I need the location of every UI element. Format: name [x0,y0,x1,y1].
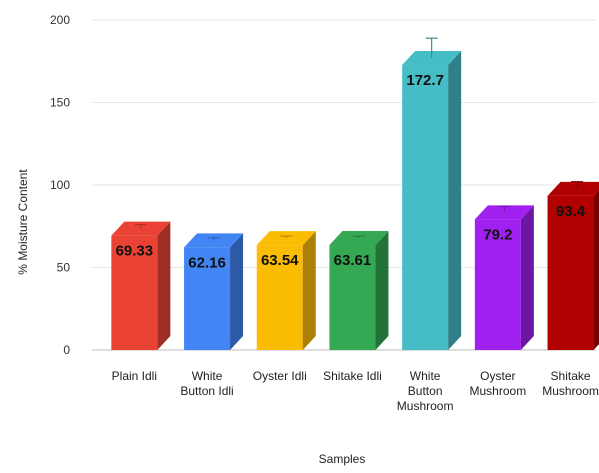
bar [111,221,171,350]
data-labels: 69.33 62.16 63.54 63.61 172.7 79.2 93.4 [116,72,586,271]
bar [256,231,316,350]
bar [184,233,244,350]
x-category-label-line: Shitake Idli [323,369,382,383]
bar-side [520,205,534,350]
bars [111,51,599,351]
data-label: 172.7 [406,72,444,89]
error-bar [207,237,220,241]
error-bar [425,37,438,59]
bar [402,51,462,351]
x-category-label-line: White [192,369,223,383]
y-tick-label: 150 [50,96,70,110]
x-category-label-line: Mushroom [470,384,527,398]
bar-front [547,195,594,350]
bar-side [230,233,244,350]
x-category-label-line: Shitake [551,369,591,383]
x-category-label: Plain Idli [112,369,157,383]
data-label: 63.54 [261,252,299,269]
bar-side [157,221,171,350]
x-category-label: Shitake Mushroom [542,369,599,398]
bar-side [302,231,316,350]
x-category-label-line: Button [408,384,443,398]
bar-front [111,235,158,350]
error-bar [571,181,584,189]
x-category-label-line: Oyster Idli [253,369,307,383]
error-bars [134,37,584,241]
bar [329,231,389,350]
x-axis-title: Samples [319,452,366,466]
error-bar [280,235,293,239]
x-category-label-line: Oyster [480,369,515,383]
bar-side [375,231,389,350]
bar-front [256,245,303,350]
y-tick-labels: 0 50 100 150 200 [50,13,70,357]
x-category-label: White Button Mushroom [397,369,454,413]
x-category-label-line: Plain Idli [112,369,157,383]
x-category-label: Shitake Idli [323,369,382,383]
bar-side [593,190,599,350]
x-category-label-line: Button Idli [180,384,233,398]
x-category-label-line: Mushroom [397,399,454,413]
data-label: 63.61 [334,252,372,269]
bar-side [448,51,462,351]
bar-front [402,65,449,351]
data-label: 93.4 [556,203,586,220]
y-tick-label: 100 [50,178,70,192]
bar [547,181,599,350]
x-category-label: Oyster Mushroom [470,369,527,398]
y-tick-label: 200 [50,13,70,27]
x-category-label-line: White [410,369,441,383]
error-bar [134,224,147,229]
error-bar [352,235,365,239]
data-label: 79.2 [483,226,512,243]
bar-top [547,181,599,196]
y-tick-label: 50 [57,261,71,275]
x-category-label: White Button Idli [180,369,233,398]
data-label: 69.33 [116,243,154,260]
data-label: 62.16 [188,254,226,271]
error-bar [498,205,511,213]
bar-front [474,219,521,350]
bar-front [329,245,376,350]
bar-front [184,247,231,350]
x-category-label: Oyster Idli [253,369,307,383]
y-tick-label: 0 [63,343,70,357]
x-category-label-line: Mushroom [542,384,599,398]
y-axis-title: % Moisture Content [16,169,30,275]
